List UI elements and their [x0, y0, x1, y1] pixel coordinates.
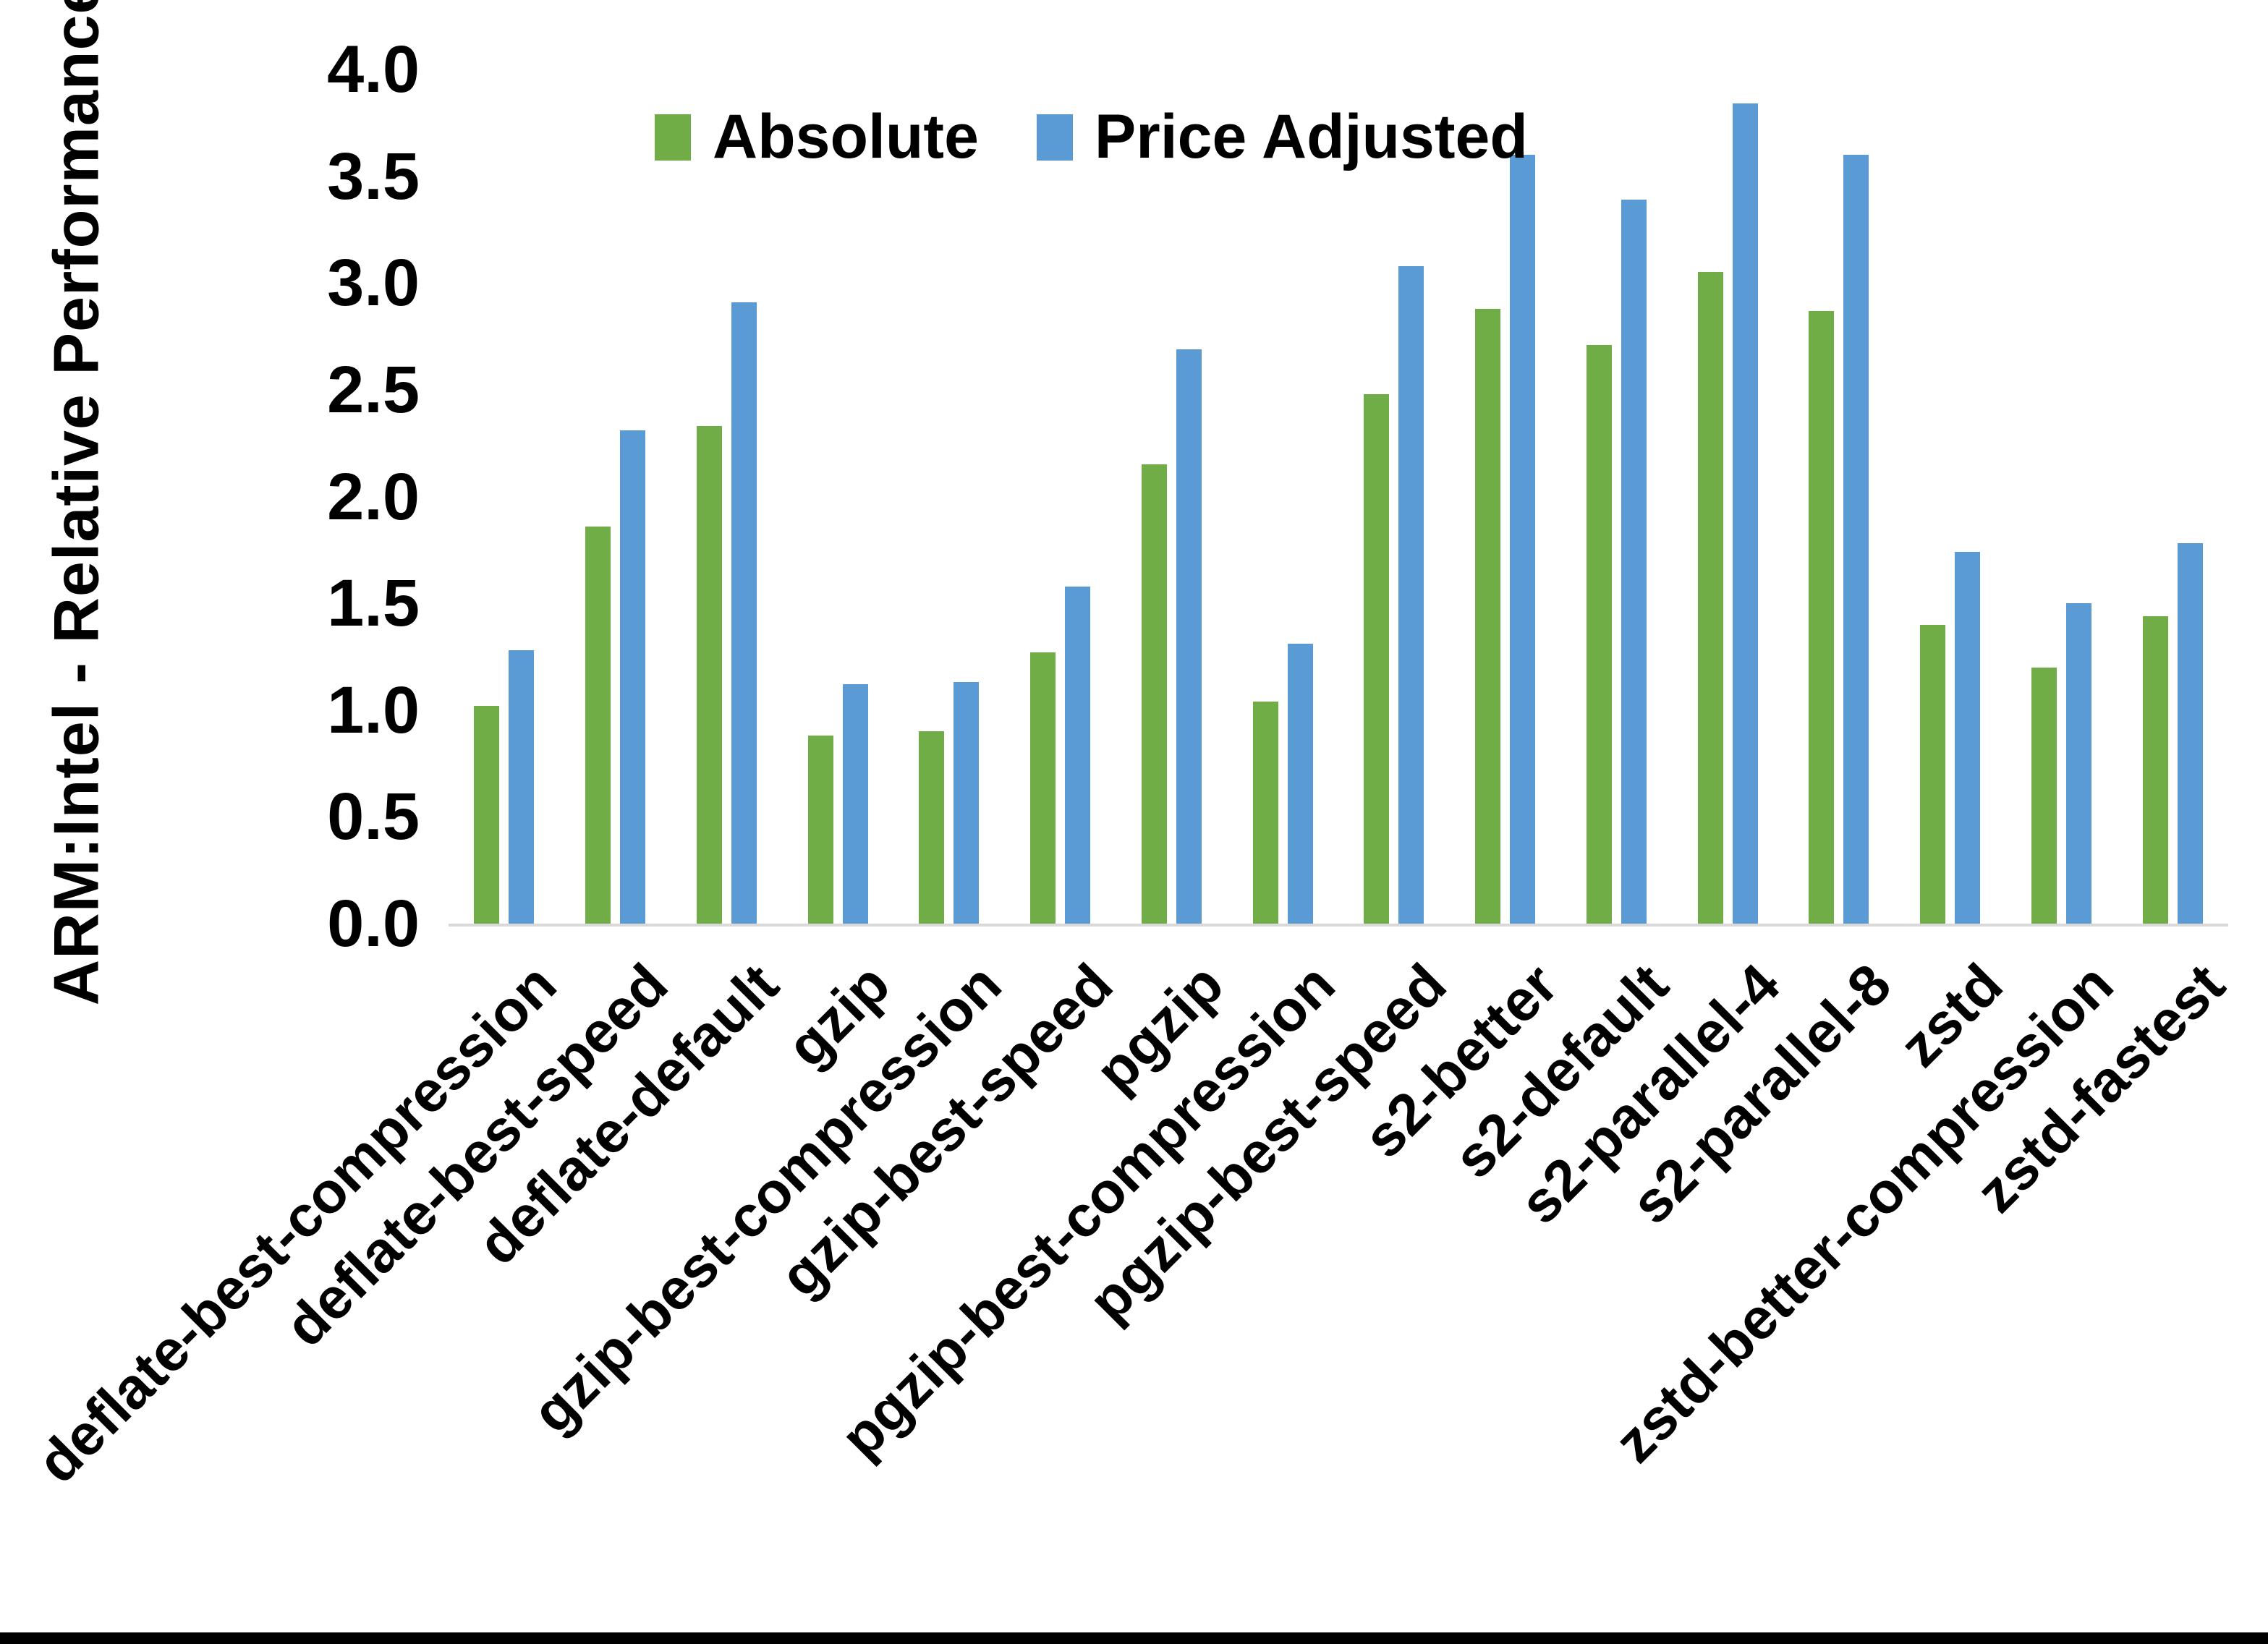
legend-entry-price-adjusted: Price Adjusted	[1036, 101, 1528, 173]
bar-zstd-fastest-price-adjusted	[2177, 543, 2203, 924]
bar-group-s2-better	[1450, 69, 1561, 924]
y-tick-label-0.5: 0.5	[327, 780, 420, 854]
bar-gzip-best-speed-absolute	[1030, 652, 1056, 924]
y-axis-title: ARM:Intel - Relative Performance	[22, 0, 130, 1005]
y-tick-label-3.0: 3.0	[327, 246, 420, 320]
legend-swatch-icon	[1036, 114, 1073, 161]
bar-zstd-better-compression-price-adjusted	[2065, 603, 2091, 924]
bar-group-gzip-best-compression	[893, 69, 1005, 924]
y-tick-label-1.5: 1.5	[327, 566, 420, 641]
bar-pgzip-price-adjusted	[1176, 349, 1202, 924]
bar-deflate-best-speed-price-adjusted	[620, 430, 646, 924]
bar-gzip-price-adjusted	[842, 684, 868, 924]
bar-deflate-best-compression-price-adjusted	[509, 650, 535, 924]
legend-label: Price Adjusted	[1094, 102, 1528, 171]
bar-group-deflate-best-speed	[560, 69, 671, 924]
bar-s2-better-absolute	[1475, 309, 1501, 924]
bar-gzip-best-compression-price-adjusted	[954, 682, 980, 924]
y-tick-label-1.0: 1.0	[327, 673, 420, 747]
legend-label: Absolute	[713, 102, 979, 171]
bar-s2-default-price-adjusted	[1621, 200, 1647, 924]
bar-group-deflate-best-compression	[449, 69, 560, 924]
y-axis-title-text: ARM:Intel - Relative Performance	[40, 0, 112, 1006]
screenshot-bottom-border	[0, 1632, 2268, 1644]
bar-deflate-best-compression-absolute	[474, 706, 500, 924]
bar-group-s2-default	[1561, 69, 1673, 924]
plot-area	[449, 69, 2228, 927]
bar-group-deflate-default	[671, 69, 783, 924]
bar-s2-parallel-4-absolute	[1697, 272, 1723, 924]
y-tick-label-4.0: 4.0	[327, 33, 420, 106]
bar-deflate-default-price-adjusted	[731, 302, 757, 924]
bar-group-gzip	[782, 69, 893, 924]
legend-swatch-icon	[655, 114, 691, 161]
bar-group-pgzip-best-compression	[1227, 69, 1338, 924]
bar-zstd-absolute	[1920, 625, 1946, 924]
legend-entry-absolute: Absolute	[655, 101, 979, 173]
bar-pgzip-absolute	[1141, 464, 1167, 924]
bar-group-pgzip	[1116, 69, 1228, 924]
bar-group-gzip-best-speed	[1005, 69, 1116, 924]
bar-zstd-better-compression-absolute	[2031, 668, 2057, 924]
bar-group-s2-parallel-8	[1783, 69, 1895, 924]
bar-pgzip-best-compression-absolute	[1252, 702, 1278, 924]
bar-group-zstd-fastest	[2117, 69, 2228, 924]
bar-deflate-best-speed-absolute	[585, 527, 611, 924]
y-tick-label-0.0: 0.0	[327, 887, 420, 961]
bar-gzip-absolute	[807, 736, 833, 924]
bar-pgzip-best-speed-price-adjusted	[1398, 266, 1424, 924]
bar-gzip-best-compression-absolute	[919, 731, 945, 924]
bar-group-pgzip-best-speed	[1338, 69, 1450, 924]
bar-gzip-best-speed-price-adjusted	[1065, 587, 1091, 924]
bar-group-s2-parallel-4	[1672, 69, 1783, 924]
bar-deflate-default-absolute	[696, 426, 722, 924]
y-tick-label-2.0: 2.0	[327, 459, 420, 534]
bar-s2-better-price-adjusted	[1510, 155, 1536, 924]
bar-pgzip-best-speed-absolute	[1364, 394, 1390, 924]
y-tick-label-3.5: 3.5	[327, 139, 420, 213]
bar-s2-parallel-8-absolute	[1809, 311, 1835, 924]
bar-s2-default-absolute	[1586, 345, 1612, 924]
y-tick-label-2.5: 2.5	[327, 352, 420, 427]
bar-s2-parallel-4-price-adjusted	[1732, 103, 1758, 924]
bar-group-zstd-better-compression	[2006, 69, 2118, 924]
legend: Absolute Price Adjusted	[655, 101, 1528, 173]
bar-pgzip-best-compression-price-adjusted	[1287, 644, 1313, 924]
bar-zstd-price-adjusted	[1955, 552, 1981, 924]
bar-group-zstd	[1895, 69, 2006, 924]
bar-zstd-fastest-absolute	[2142, 616, 2168, 924]
bar-s2-parallel-8-price-adjusted	[1843, 155, 1869, 924]
